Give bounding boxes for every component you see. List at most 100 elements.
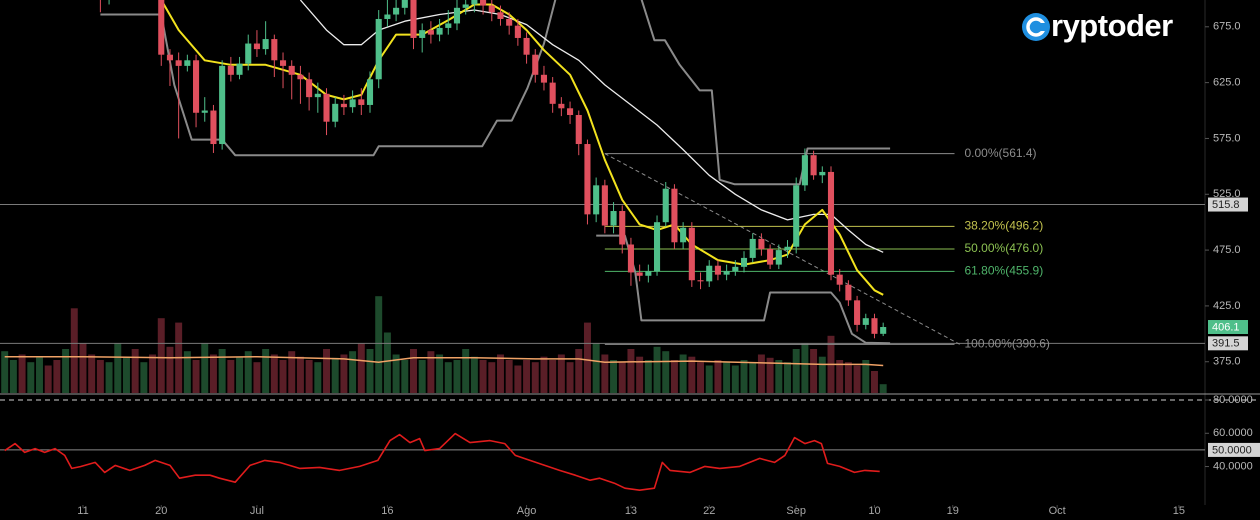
- x-tick-label: 15: [1173, 505, 1185, 517]
- x-tick-label: 19: [947, 505, 959, 517]
- fib-level-label: 0.00%(561.4): [965, 146, 1037, 160]
- volume-bar: [410, 349, 417, 393]
- volume-bar: [279, 360, 287, 393]
- candle-body: [593, 185, 600, 215]
- rsi-pane: [0, 432, 1205, 491]
- volume-ma-line: [4, 355, 884, 367]
- candle-body: [366, 79, 374, 105]
- y-tick-label: 425.0: [1213, 300, 1241, 312]
- volume-bar: [488, 362, 496, 393]
- volume-bar: [557, 354, 565, 393]
- logo-icon: [1022, 13, 1050, 41]
- volume-bar: [218, 349, 226, 393]
- candle-body: [462, 4, 469, 8]
- volume-bar: [592, 343, 600, 393]
- volume-bar: [105, 362, 113, 393]
- candle-body: [384, 14, 391, 19]
- x-tick-label: 20: [155, 505, 167, 517]
- volume-bar: [879, 384, 887, 393]
- volume-bar: [731, 365, 739, 393]
- volume-bar: [792, 349, 800, 393]
- volume-bar: [549, 360, 557, 393]
- price-pane: 0.00%(561.4) 38.20%(496.2) 50.00%(476.0) 61…: [0, 0, 1205, 393]
- candle-body: [262, 39, 269, 50]
- volume-bar: [583, 322, 591, 393]
- y-tick-label: 475.0: [1213, 244, 1241, 256]
- volume-bar: [862, 360, 870, 393]
- volume-bar: [679, 354, 687, 393]
- volume-bar: [114, 343, 122, 393]
- candle-body: [697, 280, 704, 282]
- volume-bar: [140, 362, 148, 393]
- volume-bar: [740, 360, 748, 393]
- fib-level-label: 100.00%(390.6): [965, 336, 1050, 350]
- volume-bar: [418, 360, 426, 393]
- candle-body: [862, 318, 869, 325]
- volume-bar: [244, 351, 252, 393]
- volume-bar: [575, 349, 583, 393]
- volume-bar: [36, 356, 43, 393]
- candle-body: [836, 274, 843, 285]
- volume-bar: [27, 362, 35, 393]
- volume-bar: [44, 365, 52, 393]
- rsi-midline-label: 50.0000: [1212, 444, 1252, 456]
- fib-level-label: 61.80%(455.9): [965, 264, 1044, 278]
- volume-bar: [392, 354, 400, 393]
- candle-body: [210, 110, 217, 145]
- volume-bar: [357, 343, 365, 393]
- candle-body: [340, 103, 347, 108]
- candle-body: [427, 30, 434, 35]
- candle-body: [732, 266, 739, 272]
- candle-body: [740, 257, 748, 267]
- candle-body: [671, 188, 678, 243]
- price-marker-box: [1208, 336, 1248, 351]
- volume-bar: [810, 349, 818, 393]
- volume-bar: [227, 360, 235, 393]
- y-tick-label: 40.0000: [1213, 460, 1253, 472]
- volume-bar: [253, 362, 261, 393]
- candle-body: [627, 244, 634, 273]
- volume-bar: [662, 351, 670, 393]
- candle-body: [645, 271, 652, 276]
- volume-bar: [757, 354, 765, 393]
- candle-body: [323, 93, 330, 122]
- volume-bar: [636, 356, 644, 393]
- candle-body: [506, 18, 513, 26]
- candle-body: [436, 27, 443, 35]
- volume-bar: [288, 351, 296, 393]
- candle-body: [401, 0, 408, 8]
- candle-body: [375, 18, 382, 80]
- volume-bar: [436, 354, 444, 393]
- volume-bar: [618, 362, 626, 393]
- rsi-line: [4, 432, 880, 491]
- volume-bar: [749, 362, 757, 393]
- candle-body: [358, 99, 365, 105]
- x-tick-label: Ago: [517, 505, 537, 517]
- candle-body: [236, 63, 243, 75]
- candle-body: [636, 272, 643, 276]
- x-tick-label: 16: [381, 505, 393, 517]
- candle-body: [419, 30, 426, 38]
- volume-bar: [844, 362, 852, 393]
- volume-bar: [775, 360, 783, 393]
- volume-bar: [644, 360, 652, 393]
- volume-bar: [601, 354, 609, 393]
- y-tick-label: 525.0: [1213, 188, 1241, 200]
- candle-body: [680, 227, 687, 243]
- y-tick-label: 575.0: [1213, 132, 1241, 144]
- volume-bar: [462, 349, 470, 393]
- candle-body: [410, 0, 417, 38]
- candle-body: [662, 188, 669, 223]
- candle-body: [314, 93, 321, 98]
- candle-body: [306, 79, 313, 98]
- candle-body: [854, 300, 861, 325]
- candle-body: [497, 12, 504, 19]
- candle-body: [480, 0, 487, 6]
- candle-body: [610, 211, 617, 226]
- volume-bar: [349, 351, 357, 393]
- volume-bar: [192, 360, 200, 393]
- candle-body: [601, 185, 608, 226]
- candle-body: [193, 60, 200, 113]
- volume-bar: [305, 360, 313, 393]
